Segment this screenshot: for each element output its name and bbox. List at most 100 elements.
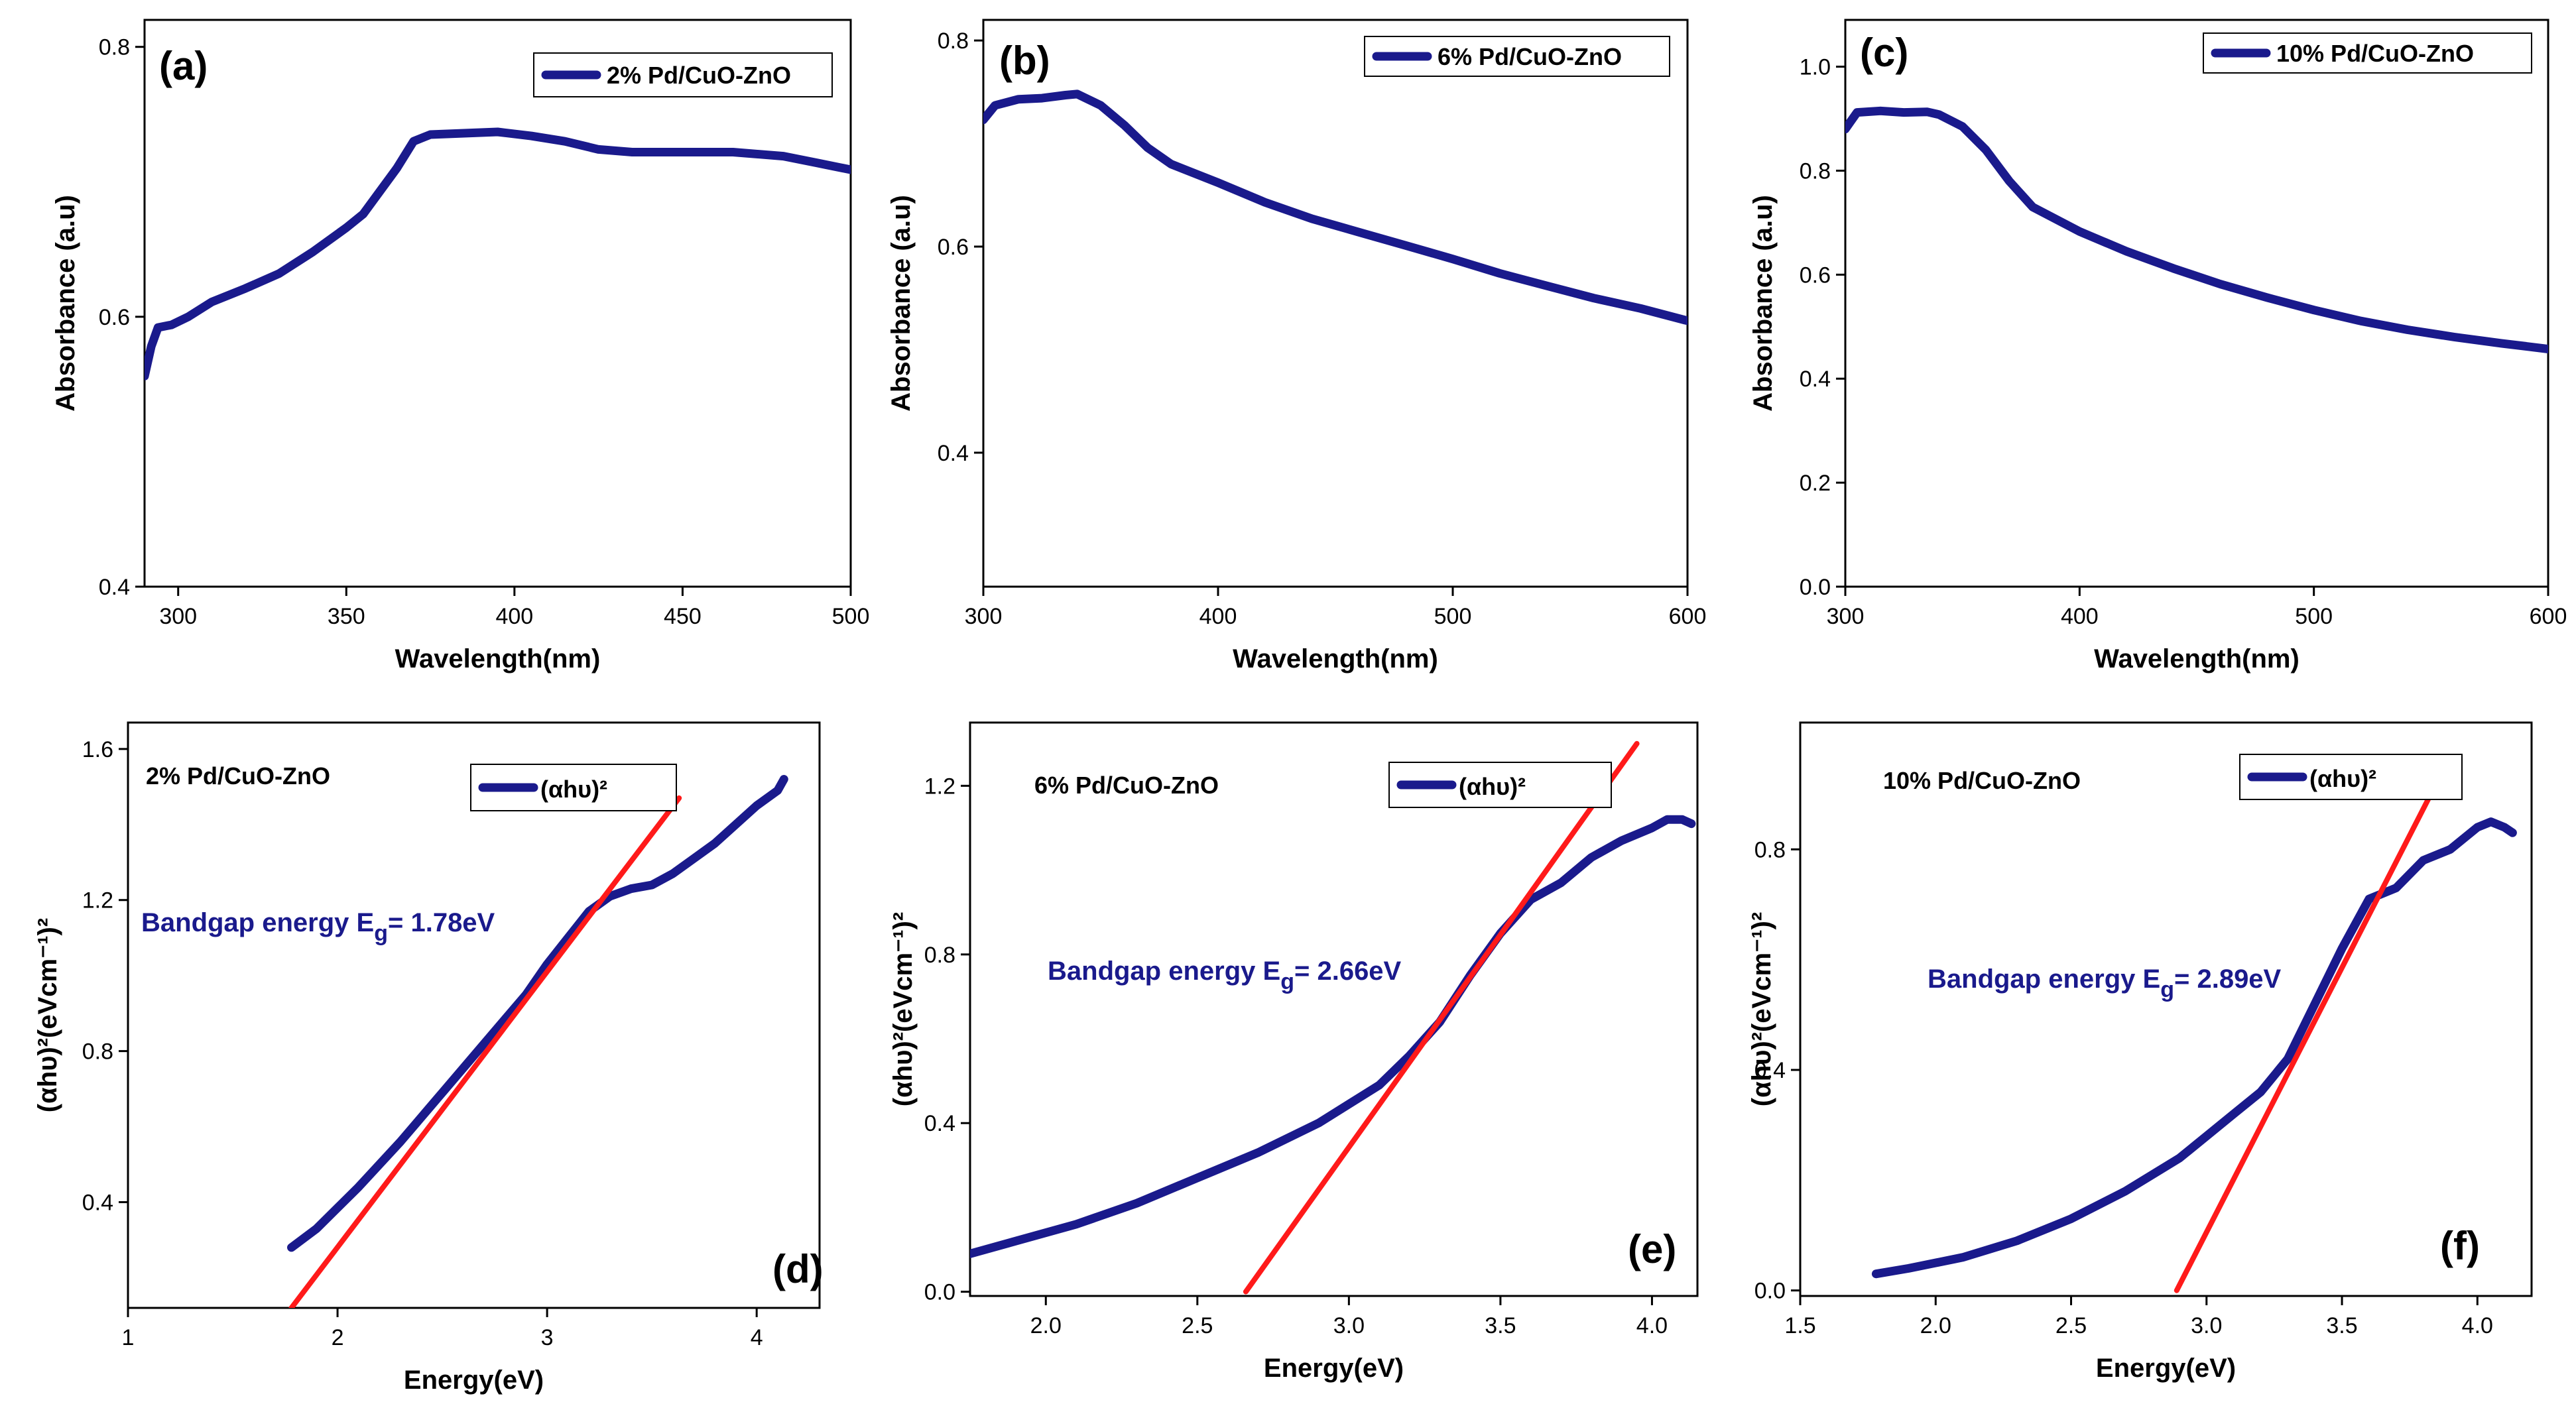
x-tick-label: 1 bbox=[122, 1325, 135, 1350]
svg-text:Absorbance (a.u): Absorbance (a.u) bbox=[51, 195, 80, 412]
x-tick-label: 2.5 bbox=[2055, 1313, 2087, 1338]
y-tick-label: 0.4 bbox=[938, 441, 969, 466]
y-tick-label: 0.0 bbox=[924, 1280, 955, 1305]
panel-label: (f) bbox=[2440, 1224, 2480, 1268]
y-tick-label: 0.6 bbox=[1800, 263, 1831, 288]
x-tick-label: 300 bbox=[965, 604, 1003, 629]
bandgap-annotation: Bandgap energy Eg= 1.78eV bbox=[141, 908, 495, 946]
panel-label: (c) bbox=[1860, 30, 1908, 75]
legend: (αhυ)² bbox=[470, 764, 677, 811]
plot-frame bbox=[969, 721, 1699, 1297]
x-tick-label: 2.0 bbox=[1030, 1313, 1062, 1338]
x-tick-label: 300 bbox=[1827, 604, 1865, 629]
y-tick-label: 0.8 bbox=[1754, 837, 1786, 862]
panel-e: 2.0 2.5 3.0 3.5 4.0 0.0 0.4 0.8 1.2 Energy(eV) (αh… bbox=[889, 721, 1699, 1383]
linear-fit-line bbox=[2174, 764, 2448, 1293]
y-tick-label: 0.4 bbox=[99, 575, 130, 600]
x-tick-label: 3.0 bbox=[2191, 1313, 2222, 1338]
x-axis-title: Energy(eV) bbox=[404, 1366, 544, 1395]
panel-label: (a) bbox=[159, 44, 208, 88]
legend-label: (αhυ)² bbox=[540, 776, 607, 803]
x-tick-label: 350 bbox=[328, 604, 365, 629]
x-tick-label: 3.5 bbox=[1485, 1313, 1516, 1338]
y-tick-label: 1.2 bbox=[924, 774, 955, 799]
x-tick-label: 400 bbox=[1199, 604, 1237, 629]
x-tick-label: 3.5 bbox=[2326, 1313, 2357, 1338]
data-series-line bbox=[1845, 106, 2548, 353]
y-axis-title: (αhυ)²(eVcm⁻¹)² bbox=[1747, 912, 1776, 1106]
svg-text:Absorbance (a.u): Absorbance (a.u) bbox=[1748, 195, 1778, 412]
x-tick-label: 2 bbox=[332, 1325, 344, 1350]
x-axis-title: Wavelength(nm) bbox=[395, 644, 601, 674]
y-tick-label: 0.2 bbox=[1800, 471, 1831, 496]
plot-frame bbox=[1799, 721, 2533, 1297]
x-tick-label: 3.0 bbox=[1333, 1313, 1365, 1338]
data-series-line bbox=[970, 815, 1696, 1258]
x-tick-label: 400 bbox=[2061, 604, 2099, 629]
x-tick-label: 2.5 bbox=[1182, 1313, 1213, 1338]
y-tick-label: 0.4 bbox=[924, 1111, 955, 1136]
svg-text:Absorbance (a.u): Absorbance (a.u) bbox=[887, 195, 916, 412]
x-tick-label: 500 bbox=[1434, 604, 1472, 629]
legend: 10% Pd/CuO-ZnO bbox=[2203, 32, 2532, 74]
y-axis-title: Absorbance (a.u) bbox=[887, 195, 916, 412]
x-tick-label: 300 bbox=[159, 604, 197, 629]
x-tick-label: 2.0 bbox=[1920, 1313, 1951, 1338]
panel-label: (d) bbox=[772, 1247, 824, 1291]
data-series-line bbox=[1871, 817, 2517, 1279]
x-tick-label: 450 bbox=[664, 604, 702, 629]
legend: 2% Pd/CuO-ZnO bbox=[533, 52, 833, 97]
svg-text:(αhυ)²(eVcm⁻¹)²: (αhυ)²(eVcm⁻¹)² bbox=[889, 912, 918, 1106]
x-axis-title: Wavelength(nm) bbox=[2094, 644, 2300, 674]
y-tick-label: 0.4 bbox=[1754, 1058, 1786, 1083]
y-tick-label: 0.8 bbox=[99, 35, 130, 60]
panel-c: 300 400 500 600 0.0 0.2 0.4 0.6 0.8 1.0 Wavelength… bbox=[1748, 19, 2567, 674]
sample-label: 2% Pd/CuO-ZnO bbox=[146, 762, 330, 790]
y-tick-label: 0.8 bbox=[1800, 158, 1831, 184]
data-series-line bbox=[983, 89, 1687, 325]
y-tick-label: 0.4 bbox=[1800, 367, 1831, 392]
legend: 6% Pd/CuO-ZnO bbox=[1364, 36, 1670, 77]
legend-label: 6% Pd/CuO-ZnO bbox=[1438, 43, 1622, 70]
x-tick-label: 4.0 bbox=[2462, 1313, 2493, 1338]
y-tick-label: 1.2 bbox=[82, 888, 113, 913]
y-tick-label: 0.4 bbox=[82, 1190, 113, 1215]
y-axis-title: (αhυ)²(eVcm⁻¹)² bbox=[33, 918, 62, 1112]
plot-frame bbox=[127, 721, 821, 1309]
y-tick-label: 0.8 bbox=[82, 1039, 113, 1065]
data-series-line bbox=[145, 127, 851, 381]
x-tick-label: 600 bbox=[1669, 604, 1707, 629]
y-tick-label: 0.6 bbox=[938, 235, 969, 260]
x-axis-title: Energy(eV) bbox=[1264, 1354, 1404, 1383]
panel-a: 300 350 400 450 500 0.4 0.6 0.8 Wavelength(nm) Ab… bbox=[51, 19, 869, 674]
data-series-line bbox=[287, 775, 788, 1252]
x-axis-title: Energy(eV) bbox=[2096, 1354, 2236, 1383]
x-tick-label: 600 bbox=[2530, 604, 2567, 629]
plot-frame bbox=[1844, 19, 2549, 588]
panel-label: (b) bbox=[999, 38, 1050, 83]
legend-label: 2% Pd/CuO-ZnO bbox=[607, 62, 791, 89]
panel-d: 1 2 3 4 0.4 0.8 1.2 1.6 Energy(eV) (αhυ)²(eVcm⁻¹)… bbox=[33, 721, 824, 1395]
x-tick-label: 1.5 bbox=[1784, 1313, 1815, 1338]
x-tick-label: 4.0 bbox=[1636, 1313, 1668, 1338]
y-tick-label: 1.6 bbox=[82, 737, 113, 762]
legend-label: 10% Pd/CuO-ZnO bbox=[2276, 40, 2474, 67]
x-tick-label: 400 bbox=[495, 604, 533, 629]
y-tick-label: 0.8 bbox=[938, 29, 969, 54]
legend-label: (αhυ)² bbox=[2309, 765, 2376, 792]
panel-b: 300 400 500 600 0.4 0.6 0.8 Wavelength(nm) Absor… bbox=[887, 19, 1707, 674]
bandgap-annotation: Bandgap energy Eg= 2.89eV bbox=[1928, 965, 2282, 1002]
x-tick-label: 500 bbox=[2295, 604, 2333, 629]
legend: (αhυ)² bbox=[2239, 754, 2463, 800]
x-tick-label: 4 bbox=[751, 1325, 763, 1350]
panel-f: 1.5 2.0 2.5 3.0 3.5 4.0 0.0 0.4 0.8 Energy(eV) (αh… bbox=[1747, 721, 2533, 1383]
sample-label: 6% Pd/CuO-ZnO bbox=[1034, 772, 1219, 799]
svg-text:(αhυ)²(eVcm⁻¹)²: (αhυ)²(eVcm⁻¹)² bbox=[33, 918, 62, 1112]
linear-fit-line bbox=[288, 795, 682, 1308]
bandgap-annotation: Bandgap energy Eg= 2.66eV bbox=[1048, 957, 1402, 994]
svg-text:(αhυ)²(eVcm⁻¹)²: (αhυ)²(eVcm⁻¹)² bbox=[1747, 912, 1776, 1106]
panel-label: (e) bbox=[1628, 1227, 1676, 1271]
y-tick-label: 0.6 bbox=[99, 305, 130, 330]
sample-label: 10% Pd/CuO-ZnO bbox=[1883, 767, 2081, 794]
